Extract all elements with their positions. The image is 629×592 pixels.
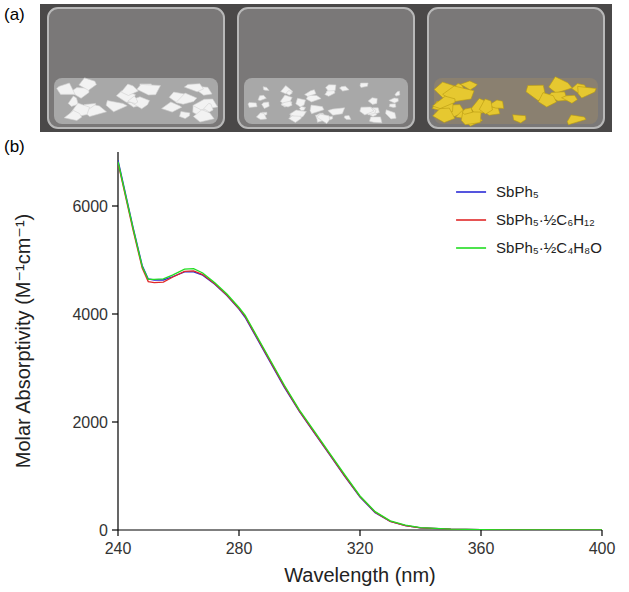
y-tick: [112, 421, 118, 422]
crystal: [286, 91, 292, 95]
crystal: [360, 83, 368, 88]
crystal: [57, 83, 75, 94]
crystal: [578, 86, 597, 98]
crystal: [128, 97, 149, 109]
vial-bottom: [54, 78, 218, 124]
x-tick: [601, 530, 602, 536]
x-tick-label: 240: [105, 540, 132, 557]
vial: [48, 8, 224, 128]
series-line: [118, 160, 602, 530]
y-axis-line: [117, 152, 118, 530]
vial-bottom: [244, 78, 408, 124]
legend-label: SbPh₅: [496, 183, 539, 200]
crystal: [562, 95, 578, 103]
y-tick-label: 0: [99, 522, 108, 539]
legend-swatch: [456, 191, 486, 193]
crystal: [296, 98, 306, 107]
series-line: [118, 162, 602, 530]
crystal: [184, 84, 203, 92]
crystal: [137, 84, 161, 95]
x-tick: [359, 530, 360, 536]
figure: (a)(b)2402803203604000200040006000Wavele…: [0, 0, 629, 592]
crystal: [248, 102, 257, 107]
crystal: [121, 84, 138, 95]
y-tick-label: 4000: [72, 306, 108, 323]
vial: [238, 8, 414, 128]
crystal: [193, 110, 214, 122]
y-tick-label: 2000: [72, 414, 108, 431]
crystal: [389, 104, 396, 108]
crystal: [79, 78, 97, 90]
crystal: [106, 101, 127, 112]
crystal: [460, 81, 477, 90]
legend-swatch: [456, 219, 486, 221]
lines: [118, 160, 602, 530]
y-axis-title: Molar Absorptivity (M⁻¹cm⁻¹): [12, 214, 34, 468]
photo: [40, 4, 612, 132]
x-axis-title: Wavelength (nm): [284, 564, 436, 586]
panel-letter: (b): [4, 137, 25, 156]
legend-label: SbPh₅·½C₆H₁₂: [496, 211, 595, 228]
crystal: [370, 117, 382, 123]
y-tick: [112, 205, 118, 206]
x-tick-label: 360: [468, 540, 495, 557]
crystal: [386, 110, 397, 119]
x-tick: [480, 530, 481, 536]
crystal: [262, 102, 270, 109]
crystal: [479, 99, 492, 114]
photo-background: [40, 4, 612, 132]
crystal: [64, 111, 82, 121]
crystal: [389, 98, 398, 103]
legend: SbPh₅ SbPh₅·½C₆H₁₂ SbPh₅·½C₄H₈O: [456, 183, 602, 256]
series-line: [118, 163, 602, 530]
legend-swatch: [456, 247, 486, 249]
crystal: [433, 96, 456, 108]
x-tick-label: 320: [347, 540, 374, 557]
crystal: [326, 85, 336, 91]
crystal: [256, 113, 266, 120]
crystal: [180, 112, 190, 119]
crystal: [317, 114, 330, 124]
crystal: [176, 93, 197, 104]
x-tick-label: 400: [589, 540, 616, 557]
x-tick: [117, 530, 118, 536]
crystal: [162, 102, 182, 112]
crystal: [549, 77, 573, 93]
crystal: [328, 108, 345, 115]
crystal: [204, 103, 213, 112]
crystal: [310, 105, 324, 114]
y-tick-label: 6000: [72, 198, 108, 215]
crystal: [263, 87, 269, 91]
vial: [428, 8, 604, 128]
panel-letter: (a): [4, 5, 25, 24]
crystal: [513, 115, 526, 123]
crystal: [128, 96, 138, 104]
crystal: [289, 116, 301, 123]
crystal: [368, 98, 377, 105]
legend-label: SbPh₅·½C₄H₈O: [496, 239, 602, 256]
crystal: [360, 107, 374, 115]
crystal: [258, 95, 266, 100]
x-tick: [238, 530, 239, 536]
x-tick-label: 280: [226, 540, 253, 557]
y-tick: [112, 313, 118, 314]
y-tick: [112, 529, 118, 530]
crystal: [567, 115, 586, 125]
crystal: [538, 93, 556, 107]
crystal: [340, 86, 350, 91]
crystal: [433, 108, 455, 123]
crystal: [299, 107, 305, 111]
crystal: [280, 95, 292, 103]
vial-bottom: [434, 78, 598, 124]
crystal: [305, 90, 316, 97]
crystal: [395, 91, 400, 96]
crystal: [462, 108, 472, 115]
crystal: [344, 116, 351, 120]
